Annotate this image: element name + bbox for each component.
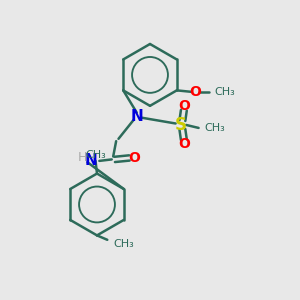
Text: N: N xyxy=(130,109,143,124)
Text: O: O xyxy=(178,137,190,151)
Text: H: H xyxy=(78,151,87,164)
Text: S: S xyxy=(175,116,187,134)
Text: N: N xyxy=(85,153,98,168)
Text: CH₃: CH₃ xyxy=(85,150,106,160)
Text: O: O xyxy=(128,151,140,165)
Text: CH₃: CH₃ xyxy=(205,123,225,133)
Text: O: O xyxy=(178,99,190,113)
Text: CH₃: CH₃ xyxy=(113,239,134,249)
Text: O: O xyxy=(189,85,201,99)
Text: CH₃: CH₃ xyxy=(215,87,236,97)
